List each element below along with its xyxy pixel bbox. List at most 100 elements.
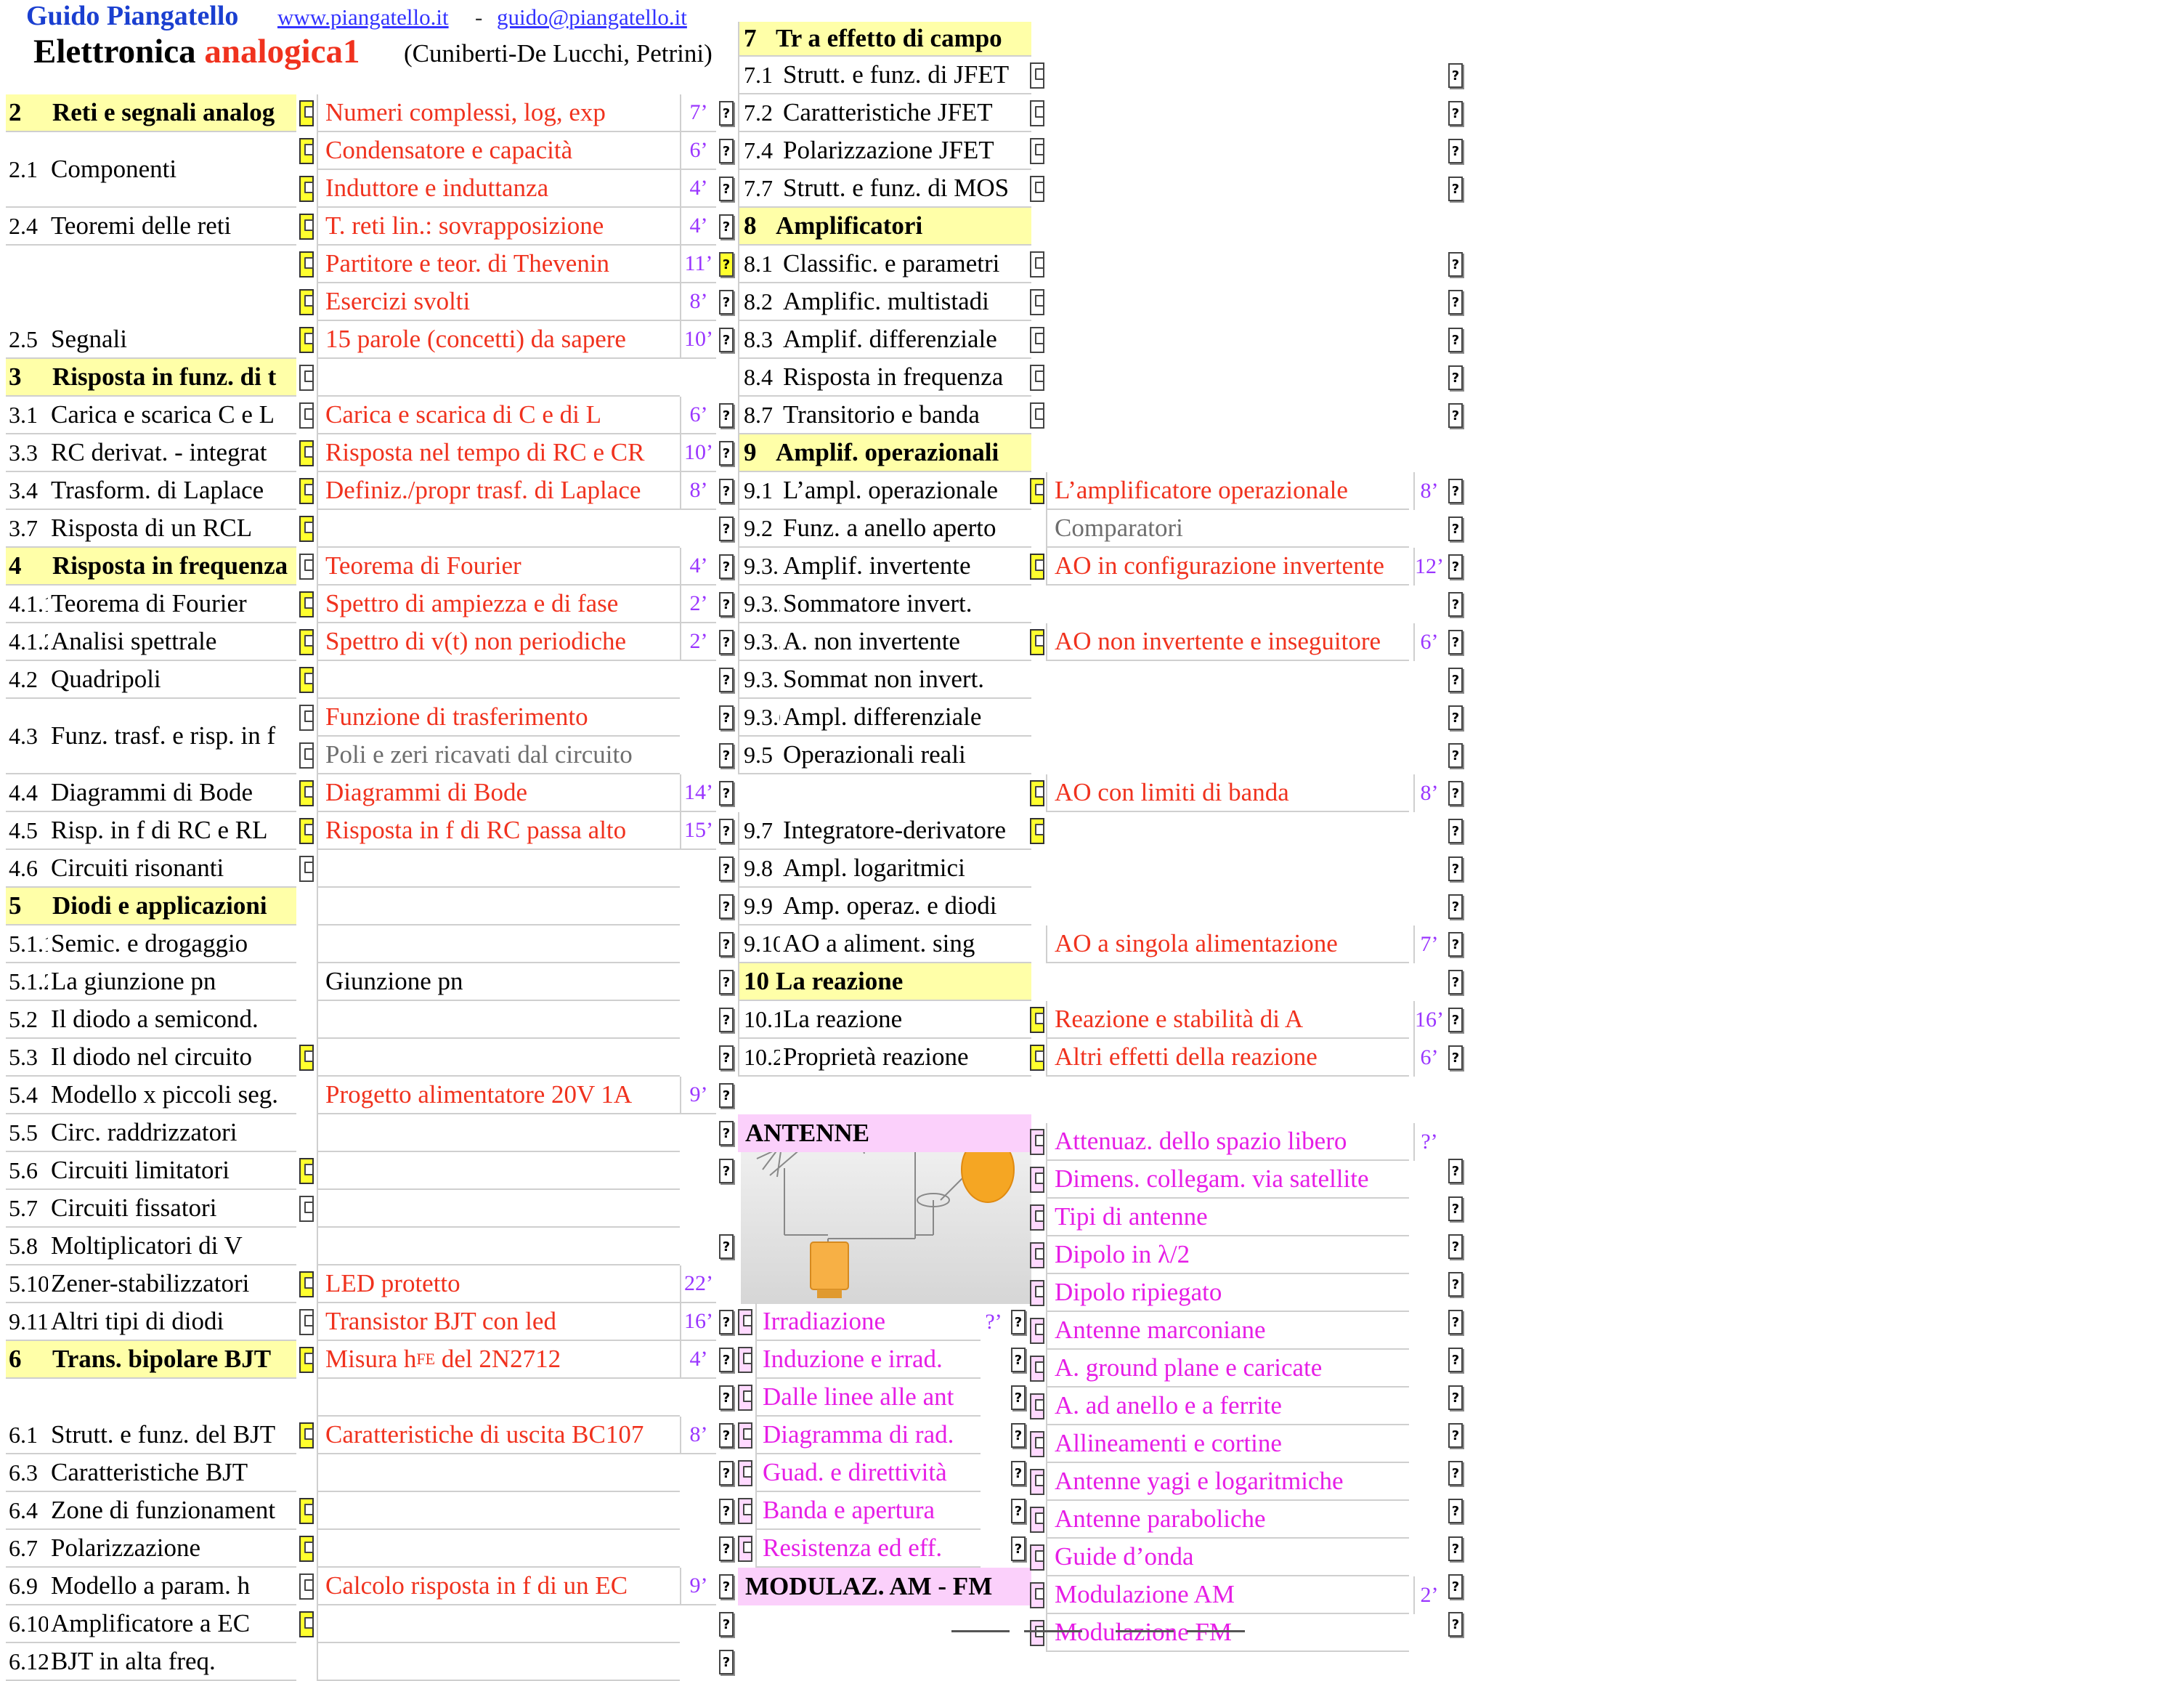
document-icon[interactable]: [738, 1385, 752, 1411]
question-icon[interactable]: ?: [719, 705, 734, 730]
video-link[interactable]: Induttore e induttanza: [317, 170, 680, 208]
document-icon[interactable]: [299, 1536, 314, 1562]
document-icon[interactable]: [1030, 1582, 1044, 1608]
document-icon[interactable]: [299, 214, 314, 240]
topic-label[interactable]: Trasform. di Laplace: [48, 472, 296, 510]
topic-label[interactable]: Strutt. e funz. di MOS: [780, 170, 1031, 208]
topic-label[interactable]: Componenti: [48, 132, 296, 208]
question-icon[interactable]: ?: [1011, 1310, 1026, 1334]
video-link[interactable]: Resistenza ed eff.: [755, 1530, 981, 1568]
question-icon[interactable]: ?: [1448, 328, 1463, 352]
video-link[interactable]: Reazione e stabilità di A: [1046, 1001, 1409, 1039]
document-icon[interactable]: [299, 1271, 314, 1297]
question-icon[interactable]: ?: [1011, 1423, 1026, 1448]
question-icon[interactable]: ?: [719, 894, 734, 919]
topic-label[interactable]: AO a aliment. sing: [780, 925, 1031, 963]
document-icon[interactable]: [299, 705, 314, 731]
document-icon[interactable]: [738, 1460, 752, 1486]
question-icon[interactable]: ?: [1448, 1574, 1463, 1599]
topic-label[interactable]: Amplificatori: [773, 208, 1031, 246]
question-icon[interactable]: ?: [1448, 403, 1463, 428]
document-icon[interactable]: [1030, 100, 1044, 126]
question-icon[interactable]: ?: [719, 1310, 734, 1334]
question-icon[interactable]: ?: [719, 1083, 734, 1108]
video-link[interactable]: AO con limiti di banda: [1046, 774, 1409, 812]
question-icon[interactable]: ?: [1448, 932, 1463, 957]
topic-label[interactable]: Diagrammi di Bode: [48, 774, 296, 812]
question-icon[interactable]: ?: [1448, 554, 1463, 579]
document-icon[interactable]: [1030, 629, 1044, 655]
document-icon[interactable]: [299, 1573, 314, 1600]
document-icon[interactable]: [1030, 402, 1044, 429]
video-link[interactable]: Poli e zeri ricavati dal circuito: [317, 737, 680, 774]
document-icon[interactable]: [299, 516, 314, 542]
video-link[interactable]: Progetto alimentatore 20V 1A: [317, 1077, 680, 1114]
question-icon[interactable]: ?: [1448, 365, 1463, 390]
topic-label[interactable]: RC derivat. - integrat: [48, 434, 296, 472]
topic-label[interactable]: Amp. operaz. e diodi: [780, 888, 1031, 925]
topic-label[interactable]: Reti e segnali analog: [42, 94, 296, 132]
question-icon[interactable]: ?: [719, 1121, 734, 1146]
question-icon[interactable]: ?: [719, 1234, 734, 1259]
topic-label[interactable]: Diodi e applicazioni: [42, 888, 296, 925]
document-icon[interactable]: [1030, 365, 1044, 391]
question-icon[interactable]: ?: [1011, 1385, 1026, 1410]
video-link[interactable]: Condensatore e capacità: [317, 132, 680, 170]
document-icon[interactable]: [1030, 1280, 1044, 1306]
topic-label[interactable]: Risposta in frequenza: [780, 359, 1031, 397]
topic-label[interactable]: Strutt. e funz. del BJT: [48, 1417, 296, 1454]
video-link[interactable]: Transistor BJT con led: [317, 1303, 680, 1341]
document-icon[interactable]: [738, 1422, 752, 1449]
topic-label[interactable]: Sommat non invert.: [780, 661, 1031, 699]
topic-label[interactable]: L’ampl. operazionale: [780, 472, 1031, 510]
question-icon[interactable]: ?: [719, 403, 734, 428]
document-icon[interactable]: [299, 780, 314, 806]
question-icon[interactable]: ?: [719, 668, 734, 692]
video-link[interactable]: Guad. e direttività: [755, 1454, 981, 1492]
video-link[interactable]: Esercizi svolti: [317, 283, 680, 321]
question-icon[interactable]: ?: [719, 1423, 734, 1448]
video-link[interactable]: Dalle linee alle ant: [755, 1379, 981, 1417]
topic-label[interactable]: Operazionali reali: [780, 737, 1031, 774]
topic-label[interactable]: Zener-stabilizzatori: [48, 1265, 296, 1303]
video-link[interactable]: Spettro di ampiezza e di fase: [317, 586, 680, 623]
topic-label[interactable]: Risp. in f di RC e RL: [48, 812, 296, 850]
topic-label[interactable]: Circuiti limitatori: [48, 1152, 296, 1190]
question-icon[interactable]: ?: [1448, 1499, 1463, 1523]
question-icon[interactable]: ?: [1448, 139, 1463, 163]
question-icon[interactable]: ?: [719, 1499, 734, 1523]
question-icon[interactable]: ?: [719, 1008, 734, 1032]
question-icon[interactable]: ?: [1448, 1272, 1463, 1297]
video-link[interactable]: LED protetto: [317, 1265, 680, 1303]
email-link[interactable]: guido@piangatello.it: [497, 4, 687, 30]
question-icon[interactable]: ?: [719, 328, 734, 352]
document-icon[interactable]: [1030, 251, 1044, 278]
topic-label[interactable]: Caratteristiche JFET: [780, 94, 1031, 132]
video-link[interactable]: L’amplificatore operazionale: [1046, 472, 1409, 510]
document-icon[interactable]: [738, 1536, 752, 1562]
document-icon[interactable]: [299, 402, 314, 429]
video-link[interactable]: Dimens. collegam. via satellite: [1046, 1161, 1409, 1199]
question-icon[interactable]: ?: [1448, 177, 1463, 201]
document-icon[interactable]: [299, 1347, 314, 1373]
topic-label[interactable]: Amplificatore a EC: [48, 1605, 296, 1643]
video-link[interactable]: T. reti lin.: sovrapposizione: [317, 208, 680, 246]
topic-label[interactable]: Semic. e drogaggio: [48, 925, 296, 963]
topic-label[interactable]: Circuiti fissatori: [48, 1190, 296, 1228]
website-link[interactable]: www.piangatello.it: [277, 4, 449, 30]
video-link[interactable]: Giunzione pn: [317, 963, 680, 1001]
document-icon[interactable]: [299, 176, 314, 202]
topic-label[interactable]: Quadripoli: [48, 661, 296, 699]
document-icon[interactable]: [1030, 1431, 1044, 1457]
document-icon[interactable]: [1030, 1167, 1044, 1193]
video-link[interactable]: Banda e apertura: [755, 1492, 981, 1530]
document-icon[interactable]: [1030, 289, 1044, 315]
topic-label[interactable]: Risposta in frequenza: [42, 548, 296, 586]
question-icon[interactable]: ?: [719, 177, 734, 201]
topic-label[interactable]: A. non invertente: [780, 623, 1031, 661]
question-icon[interactable]: ?: [719, 1536, 734, 1561]
question-icon[interactable]: ?: [719, 1461, 734, 1486]
document-icon[interactable]: [299, 251, 314, 278]
topic-label[interactable]: Tr a effetto di campo: [773, 22, 1031, 57]
document-icon[interactable]: [1030, 818, 1044, 844]
